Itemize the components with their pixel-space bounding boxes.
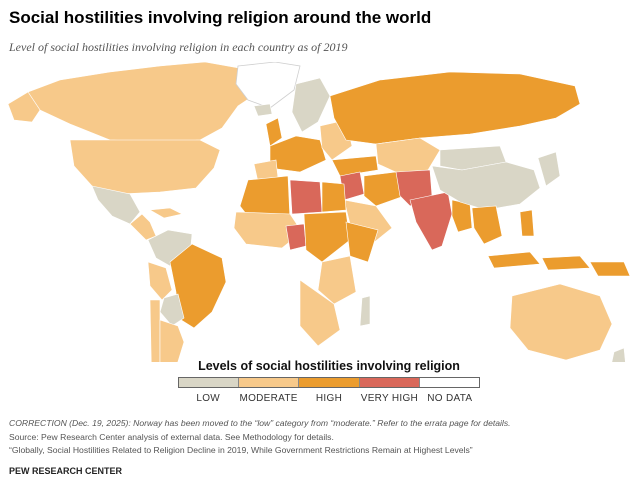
region-russia (329, 71, 581, 145)
legend-swatch-no-data (419, 378, 480, 387)
legend-label-no-data: NO DATA (427, 393, 473, 404)
legend-label-low: LOW (196, 393, 221, 404)
region-bolivia-paraguay (159, 293, 185, 327)
region-nigeria (285, 223, 307, 251)
world-map (7, 62, 631, 362)
legend-label-high: HIGH (315, 393, 343, 404)
legend-swatch-very-high (359, 378, 420, 387)
region-canada (27, 62, 266, 143)
region-india (409, 191, 453, 251)
region-iran (363, 171, 405, 207)
region-central-africa (303, 211, 351, 263)
region-indonesia-east (541, 255, 591, 271)
region-southern-africa (299, 279, 341, 347)
region-east-africa (317, 255, 357, 305)
legend-label-moderate: MODERATE (239, 393, 298, 404)
organization-credit: PEW RESEARCH CENTER (9, 466, 123, 476)
region-usa (69, 139, 221, 195)
correction-note: CORRECTION (Dec. 19, 2025): Norway has b… (9, 418, 511, 428)
region-kazakhstan (375, 137, 441, 175)
region-western-europe (269, 135, 327, 173)
legend-title: Levels of social hostilities involving r… (198, 359, 460, 373)
region-turkey-caucasus (331, 155, 379, 177)
region-madagascar (359, 295, 371, 327)
region-papua (589, 261, 631, 277)
region-argentina (159, 319, 185, 362)
region-libya (289, 179, 323, 215)
legend-label-very-high: VERY HIGH (360, 393, 419, 404)
region-indonesia-west (487, 251, 541, 269)
region-uk-ireland (265, 117, 283, 147)
region-egypt (321, 181, 347, 213)
legend-labels: LOW MODERATE HIGH VERY HIGH NO DATA (178, 393, 480, 404)
chart-title: Social hostilities involving religion ar… (9, 8, 432, 27)
region-scandinavia (291, 77, 331, 133)
region-australia (509, 283, 613, 361)
region-alaska (7, 91, 41, 123)
region-central-america (129, 213, 157, 241)
legend-swatch-low (179, 378, 240, 387)
region-chile (149, 299, 161, 362)
region-korea-japan (537, 151, 561, 187)
region-greenland (235, 62, 301, 109)
legend-color-scale (178, 377, 480, 388)
region-peru (147, 261, 173, 301)
legend-swatch-moderate (239, 378, 300, 387)
region-philippines (519, 209, 535, 237)
legend-swatch-high (299, 378, 360, 387)
region-west-africa (233, 211, 303, 249)
chart-subtitle: Level of social hostilities involving re… (9, 40, 348, 54)
region-caribbean (149, 207, 183, 219)
region-horn-of-africa (345, 221, 379, 263)
region-iceland (253, 103, 273, 117)
region-southeast-asia (471, 205, 503, 245)
report-title-note: “Globally, Social Hostilities Related to… (9, 445, 473, 455)
region-china (431, 161, 541, 211)
source-note: Source: Pew Research Center analysis of … (9, 432, 334, 442)
region-new-zealand (611, 347, 626, 362)
